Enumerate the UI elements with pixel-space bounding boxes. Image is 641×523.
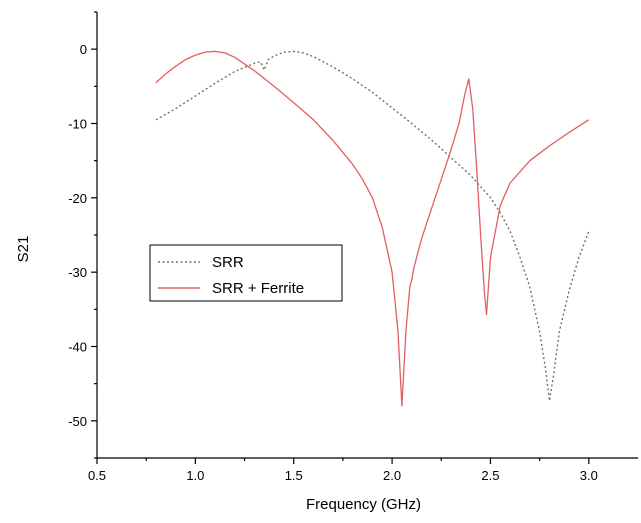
y-tick-label: -10: [68, 117, 87, 132]
y-tick-label: -20: [68, 191, 87, 206]
y-tick-label: 0: [80, 42, 87, 57]
legend: SRR SRR + Ferrite: [149, 244, 343, 302]
legend-label-srr: SRR: [212, 254, 244, 271]
data-series: [155, 50, 590, 407]
axis-ticks: 0.5 1.0 1.5 2.0 2.5 3.0 0 -10 -20 -30 -40 -50: [68, 11, 598, 483]
y-tick-label: -30: [68, 265, 87, 280]
y-tick-label: -40: [68, 340, 87, 355]
axes: [96, 12, 638, 459]
x-axis-title: Frequency (GHz): [306, 496, 421, 513]
x-tick-label: 2.0: [383, 468, 401, 483]
x-tick-label: 1.0: [186, 468, 204, 483]
series-line-srr-ferrite: [155, 50, 590, 407]
legend-label-srr-ferrite: SRR + Ferrite: [212, 280, 304, 297]
series-line-srr: [155, 50, 590, 402]
y-tick-label: -50: [68, 414, 87, 429]
x-tick-label: 2.5: [481, 468, 499, 483]
x-tick-label: 0.5: [88, 468, 106, 483]
x-tick-label: 1.5: [285, 468, 303, 483]
legend-box: [149, 244, 343, 302]
y-axis-title: S21: [15, 236, 32, 263]
x-tick-label: 3.0: [580, 468, 598, 483]
